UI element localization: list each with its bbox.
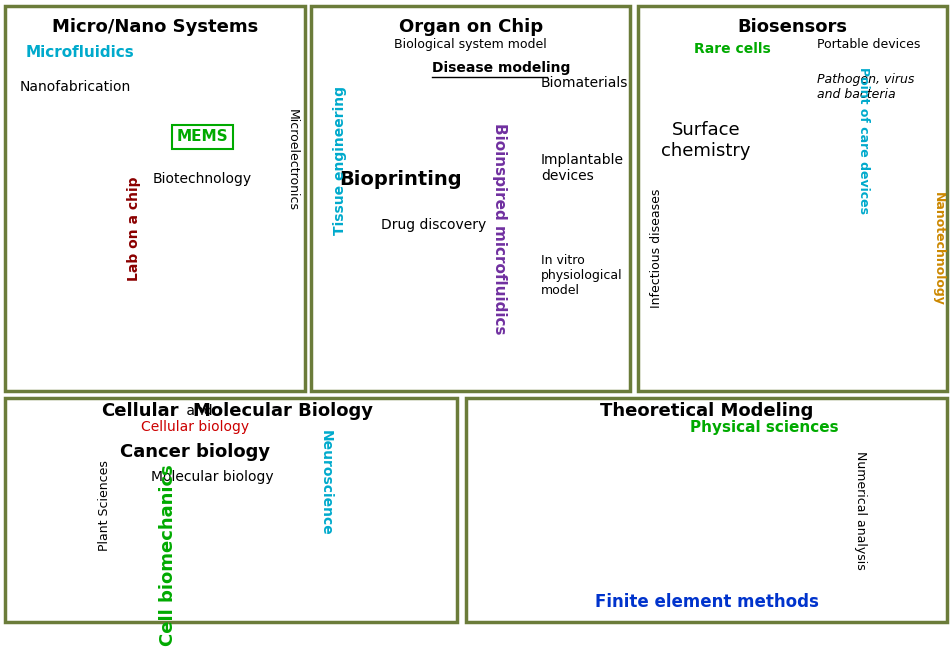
Text: Drug discovery: Drug discovery [382, 218, 486, 233]
Text: MEMS: MEMS [177, 129, 228, 144]
Text: Molecular biology: Molecular biology [151, 470, 274, 484]
Text: Numerical analysis: Numerical analysis [854, 451, 867, 569]
Text: Nanofabrication: Nanofabrication [20, 80, 131, 94]
Text: Tissue engineering: Tissue engineering [333, 86, 347, 235]
Text: and: and [182, 403, 217, 418]
Text: Cellular biology: Cellular biology [141, 420, 248, 434]
Text: Lab on a chip: Lab on a chip [127, 177, 141, 281]
Text: Organ on Chip: Organ on Chip [399, 18, 543, 36]
Text: Infectious diseases: Infectious diseases [650, 188, 663, 308]
Text: Biotechnology: Biotechnology [153, 172, 252, 186]
Text: Plant Sciences: Plant Sciences [98, 460, 110, 551]
Text: Rare cells: Rare cells [693, 42, 770, 55]
Text: Cancer biology: Cancer biology [120, 443, 269, 461]
Text: Bioinspired microfluidics: Bioinspired microfluidics [492, 123, 507, 335]
FancyBboxPatch shape [638, 6, 947, 391]
Text: Portable devices: Portable devices [817, 38, 921, 51]
FancyBboxPatch shape [311, 6, 630, 391]
FancyBboxPatch shape [5, 398, 457, 622]
Text: Surface
chemistry: Surface chemistry [661, 121, 751, 160]
Text: Microelectronics: Microelectronics [287, 109, 299, 211]
Text: Disease modeling: Disease modeling [432, 61, 571, 74]
Text: Cell biomechanics: Cell biomechanics [159, 464, 176, 646]
Text: Implantable
devices: Implantable devices [541, 153, 624, 183]
FancyBboxPatch shape [466, 398, 947, 622]
Text: Nanotechnology: Nanotechnology [931, 192, 944, 305]
FancyBboxPatch shape [5, 6, 305, 391]
Text: Biological system model: Biological system model [394, 38, 547, 51]
Text: Pathogen, virus
and bacteria: Pathogen, virus and bacteria [817, 73, 915, 101]
Text: Finite element methods: Finite element methods [595, 593, 819, 611]
Text: Biosensors: Biosensors [738, 18, 847, 36]
Text: Microfluidics: Microfluidics [26, 45, 134, 60]
Text: Bioprinting: Bioprinting [339, 170, 462, 188]
Text: Neuroscience: Neuroscience [319, 430, 333, 536]
Text: Micro/Nano Systems: Micro/Nano Systems [51, 18, 258, 36]
Text: In vitro
physiological
model: In vitro physiological model [541, 254, 623, 297]
Text: Point of care devices: Point of care devices [857, 67, 870, 214]
Text: Cellular: Cellular [101, 401, 179, 420]
Text: Biomaterials: Biomaterials [541, 76, 628, 90]
Text: Physical sciences: Physical sciences [690, 420, 839, 435]
Text: Molecular Biology: Molecular Biology [193, 401, 373, 420]
Text: Theoretical Modeling: Theoretical Modeling [600, 401, 814, 420]
